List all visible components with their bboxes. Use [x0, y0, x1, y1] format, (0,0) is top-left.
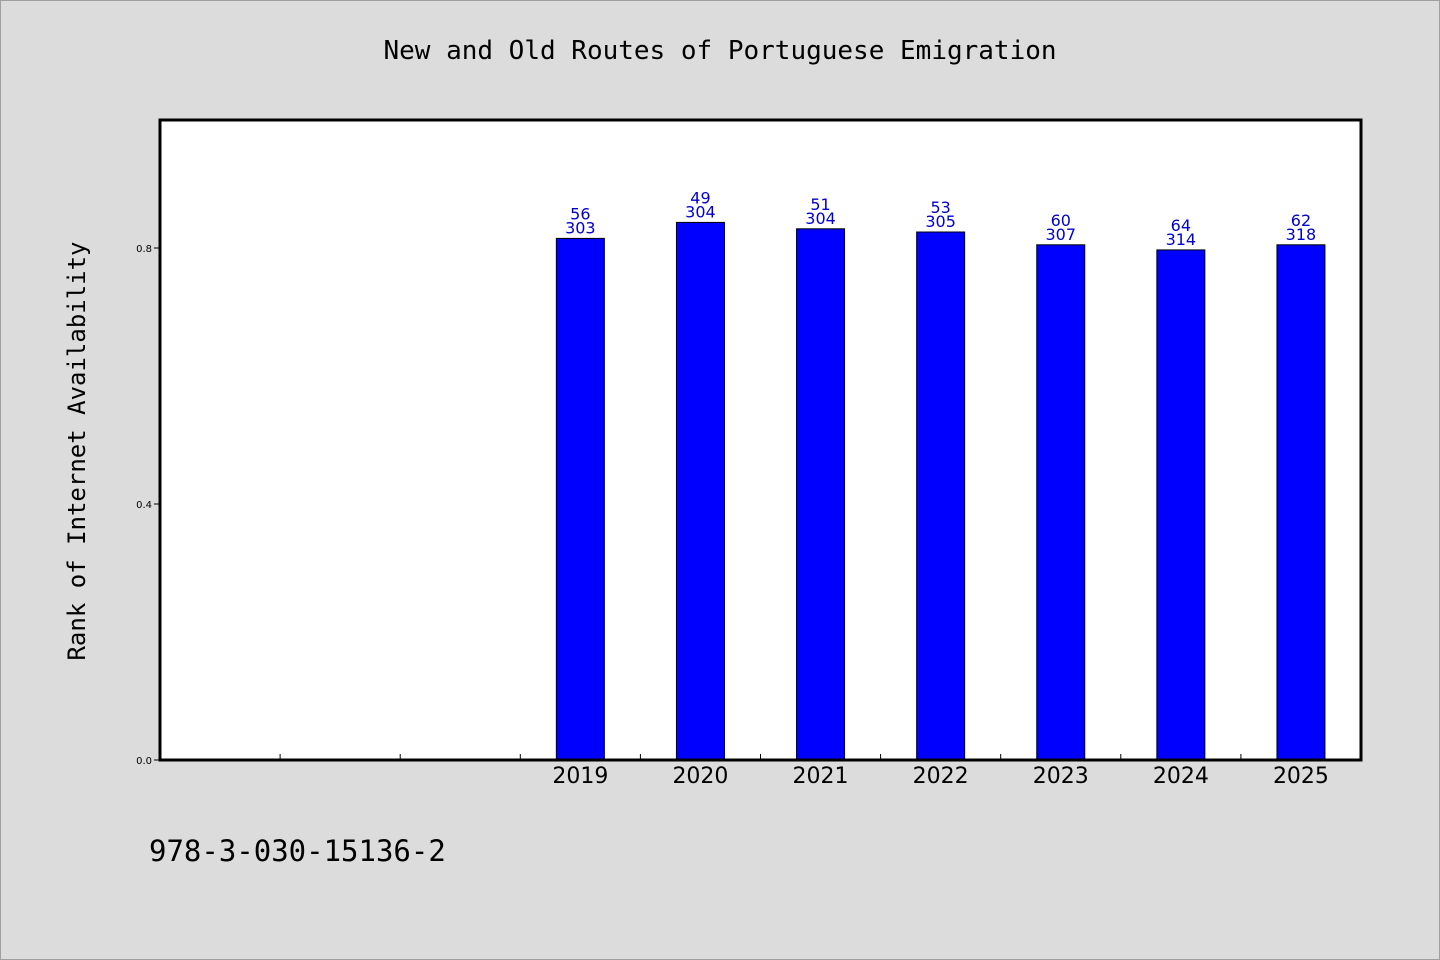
bar-label-top: 56	[570, 204, 590, 223]
x-tick-label: 2020	[672, 764, 728, 789]
y-tick-label: 0.4	[136, 500, 152, 511]
bar-label-top: 60	[1051, 211, 1071, 230]
bar-2021	[796, 228, 846, 761]
bar-label-bottom: 305	[925, 212, 956, 231]
y-tick-label: 0.8	[136, 244, 152, 255]
bar-2019	[555, 237, 605, 761]
bar-2024	[1156, 249, 1206, 761]
footer-code: 978-3-030-15136-2	[149, 834, 446, 868]
bar-label-bottom: 304	[685, 202, 716, 221]
ticks-group: 0.0 0.4 0.8 2019 2020 2021 2022 2023 2024 2025	[136, 244, 1329, 789]
bar-label-bottom: 307	[1045, 225, 1076, 244]
bar-2020	[675, 221, 725, 761]
bar-label-top: 64	[1171, 216, 1191, 235]
bar-label-bottom: 303	[565, 218, 596, 237]
bar-2023	[1036, 244, 1086, 761]
bar-label-bottom: 304	[805, 209, 836, 228]
plot-border	[158, 118, 1363, 762]
y-tick-label: 0.0	[136, 756, 152, 767]
bar-label-bottom: 318	[1286, 225, 1317, 244]
x-tick-label: 2022	[913, 764, 969, 789]
x-tick-label: 2019	[552, 764, 608, 789]
chart-title: New and Old Routes of Portuguese Emigrat…	[383, 36, 1057, 66]
bar-2025	[1276, 244, 1326, 761]
bar-label-top: 49	[690, 188, 710, 207]
x-tick-label: 2025	[1273, 764, 1329, 789]
x-tick-label: 2021	[793, 764, 849, 789]
bar-label-top: 51	[810, 195, 830, 214]
bar-label-top: 53	[930, 198, 950, 217]
x-tick-label: 2024	[1153, 764, 1209, 789]
bar-label-top: 62	[1291, 211, 1311, 230]
x-tick-label: 2023	[1033, 764, 1089, 789]
bar-label-bottom: 314	[1166, 230, 1197, 249]
bar-2022	[916, 231, 966, 761]
